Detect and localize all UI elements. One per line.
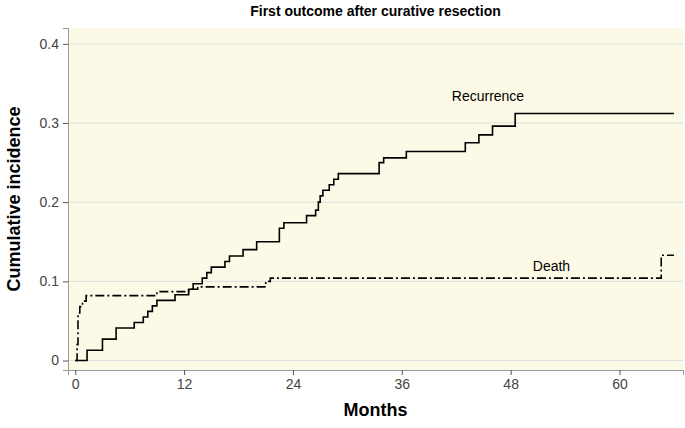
grid-line xyxy=(68,360,683,361)
tick: 0 xyxy=(72,370,80,392)
chart: 0 12 24 36 48 60 0 0.1 0.2 0.3 0.4 Recurrence Death F… xyxy=(0,0,685,428)
tick: 24 xyxy=(286,370,302,392)
step-line xyxy=(75,255,674,360)
tick: 12 xyxy=(177,370,193,392)
tick: 0.2 xyxy=(40,194,68,210)
x-axis-title: Months xyxy=(344,400,408,420)
tick: 48 xyxy=(503,370,519,392)
tick-label: 0 xyxy=(72,376,80,392)
axis-line xyxy=(63,29,69,371)
tick: 60 xyxy=(612,370,628,392)
tick: 0.4 xyxy=(40,36,68,52)
tick-label: 0 xyxy=(51,352,59,368)
tick-mark xyxy=(63,202,68,203)
tick: 0.3 xyxy=(40,115,68,131)
tick-mark xyxy=(63,123,68,124)
tick-label: 0.1 xyxy=(40,273,60,289)
plot: 0 12 24 36 48 60 0 0.1 0.2 0.3 0.4 Recurrence Death xyxy=(40,28,684,392)
y-axis: 0 0.1 0.2 0.3 0.4 xyxy=(40,29,69,371)
tick-mark xyxy=(293,370,294,375)
tick-mark xyxy=(63,281,68,282)
step-line xyxy=(75,114,674,361)
x-axis: 0 12 24 36 48 60 xyxy=(69,370,684,392)
tick: 36 xyxy=(395,370,411,392)
tick: 0 xyxy=(51,352,68,368)
tick-mark xyxy=(63,44,68,45)
title: First outcome after curative resection xyxy=(250,3,501,19)
tick: 0.1 xyxy=(40,273,68,289)
tick-mark xyxy=(620,370,621,375)
annotation: Death xyxy=(533,258,570,274)
tick-label: 0.4 xyxy=(40,36,60,52)
tick-mark xyxy=(63,361,68,362)
tick-label: 48 xyxy=(503,376,519,392)
tick-mark xyxy=(402,370,403,375)
series-group xyxy=(75,114,674,361)
tick-label: 24 xyxy=(286,376,302,392)
tick-mark xyxy=(511,370,512,375)
tick-mark xyxy=(75,370,76,375)
grid-line xyxy=(68,43,683,44)
grid-line xyxy=(68,123,683,124)
tick-label: 60 xyxy=(612,376,628,392)
y-axis-title: Cumulative incidence xyxy=(4,106,24,291)
axis-line xyxy=(69,371,684,376)
grid-line xyxy=(68,281,683,282)
tick-label: 0.3 xyxy=(40,115,60,131)
annotation: Recurrence xyxy=(452,88,525,104)
grid xyxy=(68,44,683,361)
tick-label: 36 xyxy=(395,376,411,392)
plot-background xyxy=(68,28,683,370)
grid-line xyxy=(68,202,683,203)
tick-label: 12 xyxy=(177,376,193,392)
tick-mark xyxy=(184,370,185,375)
tick-label: 0.2 xyxy=(40,194,60,210)
